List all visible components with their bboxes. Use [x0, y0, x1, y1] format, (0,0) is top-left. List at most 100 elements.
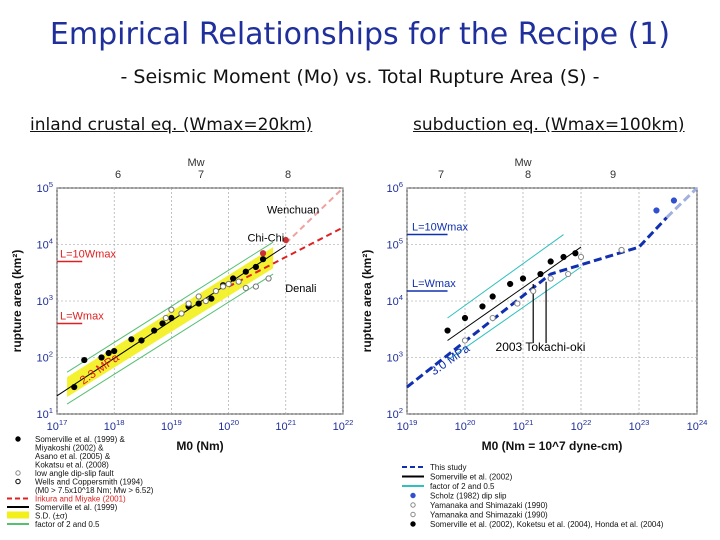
data-point — [208, 295, 215, 302]
data-point — [225, 280, 232, 288]
data-point — [252, 263, 259, 271]
legend-swatch — [15, 478, 21, 485]
legend-label: Yamanaka and Shimazaki (1990) — [430, 511, 548, 520]
data-point — [111, 347, 118, 355]
data-point — [219, 283, 227, 290]
data-point — [212, 287, 220, 295]
data-point — [547, 258, 554, 265]
x-tick-label: 1020 — [455, 418, 476, 433]
x-axis-title: M0 (Nm = 10^7 dyne-cm) — [482, 439, 623, 453]
somerville-2002-line — [447, 246, 582, 341]
legend-swatch — [410, 502, 416, 508]
mw-axis-label: Mw — [514, 157, 531, 169]
legend-label: low angle dip-slip fault — [35, 469, 114, 478]
legend-label: Yamanaka and Shimazaki (1990) — [430, 501, 548, 510]
x-tick-label: 1017 — [47, 418, 68, 433]
legend-label: Somerville et al. (2002), Koketsu et al.… — [430, 520, 664, 529]
irikura-line — [228, 226, 344, 288]
y-axis-title: rupture area (km²) — [360, 250, 374, 353]
x-tick-label: 1019 — [161, 418, 182, 433]
mw-tick-label: 7 — [438, 169, 444, 181]
factor-line-upper — [447, 234, 564, 319]
x-tick-label: 1022 — [571, 418, 592, 433]
data-point — [560, 253, 567, 261]
y-tick-label: 106 — [386, 180, 403, 195]
x-tick-label: 1018 — [104, 418, 125, 433]
legend-swatch — [410, 492, 416, 499]
left-chart-caption: inland crustal eq. (Wmax=20km) — [30, 115, 313, 135]
annotation-lwmax: L=Wmax — [412, 278, 456, 290]
y-tick-label: 105 — [386, 237, 403, 252]
legend-label: Kokatsu et al. (2008) — [35, 461, 109, 470]
mw-axis-label: Mw — [187, 157, 204, 169]
data-point — [168, 314, 175, 322]
data-point — [195, 300, 202, 307]
data-point — [653, 207, 660, 214]
data-point — [547, 275, 554, 282]
data-point — [565, 270, 572, 278]
x-tick-label: 1021 — [275, 418, 296, 433]
data-point — [514, 300, 521, 307]
y-tick-label: 103 — [36, 293, 53, 308]
legend-swatch — [410, 521, 416, 527]
legend-label: Scholz (1982) dip slip — [430, 492, 507, 501]
data-point — [202, 297, 209, 305]
data-point — [185, 300, 192, 307]
y-tick-label: 104 — [36, 237, 53, 252]
legend-label: Asano et al. (2005) & — [35, 452, 111, 461]
data-point — [489, 314, 496, 322]
data-point — [98, 354, 105, 361]
data-point — [461, 337, 469, 344]
annotation-chichi: Chi-Chi — [247, 232, 284, 244]
data-point — [479, 303, 486, 310]
data-point — [537, 270, 544, 278]
data-point — [259, 256, 267, 263]
data-point — [235, 278, 242, 285]
x-tick-label: 1020 — [218, 418, 239, 433]
this-study-line — [406, 216, 668, 389]
data-point — [530, 287, 537, 295]
data-point — [618, 246, 625, 254]
data-point — [195, 293, 202, 300]
legend-label: (M0 > 7.5x10^18 Nm; Mw > 6.52) — [35, 486, 154, 495]
data-point — [282, 236, 289, 244]
data-point — [162, 314, 169, 322]
data-point — [168, 306, 175, 313]
data-point — [71, 383, 78, 391]
data-point — [138, 337, 145, 344]
mw-tick-label: 9 — [610, 169, 616, 181]
slide-subtitle: - Seismic Moment (Mo) vs. Total Rupture … — [120, 66, 600, 88]
data-point — [577, 253, 585, 261]
factor-line-lower — [66, 273, 274, 405]
legend-label: Somerville et al. (1999) & — [35, 435, 125, 444]
data-point — [105, 349, 112, 357]
data-point — [230, 275, 237, 282]
legend-label: Somerville et al. (1999) — [35, 503, 118, 512]
legend-label: Somerville et al. (2002) — [430, 473, 513, 482]
data-point — [444, 327, 451, 334]
data-point — [519, 275, 527, 282]
annotation-tokachi: 2003 Tokachi-oki — [496, 340, 586, 354]
data-point — [259, 250, 267, 257]
data-point — [159, 320, 166, 327]
legend-label: S.D. (±σ) — [35, 512, 68, 521]
legend-swatch — [7, 511, 29, 519]
x-tick-label: 1021 — [513, 418, 534, 433]
legend-label: factor of 2 and 0.5 — [35, 520, 100, 529]
data-point — [128, 336, 135, 343]
x-tick-label: 1024 — [687, 418, 709, 433]
data-point — [242, 268, 249, 275]
y-tick-label: 102 — [386, 406, 403, 421]
y-tick-label: 104 — [386, 293, 403, 308]
data-point — [461, 314, 469, 322]
data-point — [178, 310, 185, 317]
mw-tick-label: 6 — [115, 169, 121, 181]
data-point — [81, 356, 88, 364]
y-axis-title: rupture area (km²) — [10, 250, 24, 353]
x-axis-title: M0 (Nm) — [176, 439, 223, 453]
y-tick-label: 102 — [36, 350, 53, 365]
annotation-l10wmax: L=10Wmax — [412, 222, 468, 234]
data-point — [489, 293, 496, 300]
x-tick-label: 1019 — [397, 418, 418, 433]
